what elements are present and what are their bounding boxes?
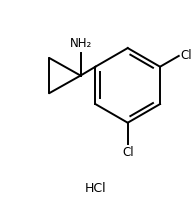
Text: Cl: Cl [181,49,192,62]
Text: NH₂: NH₂ [69,37,92,50]
Text: HCl: HCl [84,182,106,195]
Text: Cl: Cl [122,146,133,159]
